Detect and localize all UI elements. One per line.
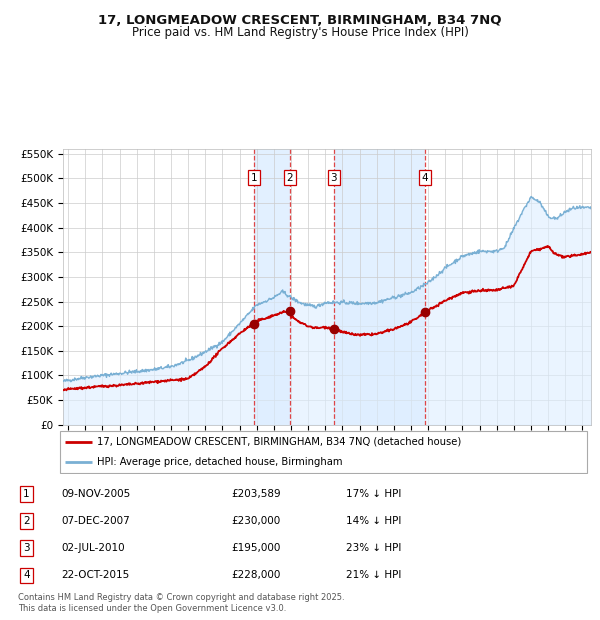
- Text: 2: 2: [286, 173, 293, 183]
- Text: 23% ↓ HPI: 23% ↓ HPI: [346, 543, 401, 553]
- Text: 1: 1: [23, 489, 30, 499]
- Bar: [334, 149, 425, 425]
- Text: 02-JUL-2010: 02-JUL-2010: [61, 543, 125, 553]
- Text: 3: 3: [331, 173, 337, 183]
- Text: 14% ↓ HPI: 14% ↓ HPI: [346, 516, 401, 526]
- Text: £203,589: £203,589: [231, 489, 281, 499]
- Text: Contains HM Land Registry data © Crown copyright and database right 2025.: Contains HM Land Registry data © Crown c…: [18, 593, 344, 602]
- Text: 17, LONGMEADOW CRESCENT, BIRMINGHAM, B34 7NQ: 17, LONGMEADOW CRESCENT, BIRMINGHAM, B34…: [98, 14, 502, 27]
- Text: HPI: Average price, detached house, Birmingham: HPI: Average price, detached house, Birm…: [97, 457, 343, 467]
- Text: 07-DEC-2007: 07-DEC-2007: [61, 516, 130, 526]
- Text: Price paid vs. HM Land Registry's House Price Index (HPI): Price paid vs. HM Land Registry's House …: [131, 26, 469, 39]
- Text: £228,000: £228,000: [231, 570, 280, 580]
- Text: £230,000: £230,000: [231, 516, 280, 526]
- Text: 21% ↓ HPI: 21% ↓ HPI: [346, 570, 401, 580]
- Text: This data is licensed under the Open Government Licence v3.0.: This data is licensed under the Open Gov…: [18, 604, 286, 613]
- Text: 1: 1: [251, 173, 257, 183]
- Text: 2: 2: [23, 516, 30, 526]
- Text: 17, LONGMEADOW CRESCENT, BIRMINGHAM, B34 7NQ (detached house): 17, LONGMEADOW CRESCENT, BIRMINGHAM, B34…: [97, 436, 461, 447]
- Text: £195,000: £195,000: [231, 543, 280, 553]
- FancyBboxPatch shape: [59, 432, 587, 472]
- Text: 4: 4: [23, 570, 30, 580]
- Bar: [254, 149, 290, 425]
- Text: 17% ↓ HPI: 17% ↓ HPI: [346, 489, 401, 499]
- Text: 22-OCT-2015: 22-OCT-2015: [61, 570, 129, 580]
- Text: 4: 4: [422, 173, 428, 183]
- Text: 3: 3: [23, 543, 30, 553]
- Text: 09-NOV-2005: 09-NOV-2005: [61, 489, 130, 499]
